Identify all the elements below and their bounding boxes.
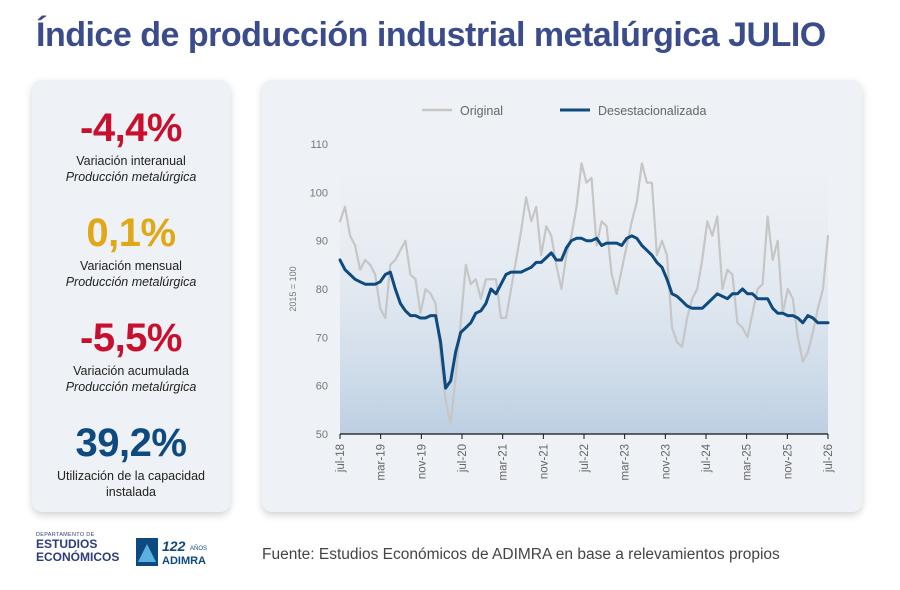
- y-tick-label: 50: [316, 429, 328, 441]
- dept-line2: ECONÓMICOS: [36, 549, 120, 564]
- kpi-label-line1: Variación acumulada: [73, 364, 189, 378]
- y-tick-label: 100: [310, 187, 328, 199]
- adimra-name: ADIMRA: [162, 555, 206, 567]
- x-tick-label: nov-19: [416, 444, 428, 479]
- kpi-panel: -4,4% Variación interanual Producción me…: [32, 80, 230, 512]
- series-line-original: [338, 162, 830, 426]
- x-tick-label: mar-19: [376, 444, 388, 480]
- x-tick-label: jul-26: [823, 444, 835, 473]
- x-tick-label: mar-25: [742, 444, 754, 480]
- kpi-label: Utilización de la capacidad instalada: [32, 469, 230, 500]
- kpi-label-line2: Producción metalúrgica: [65, 169, 197, 184]
- kpi-monthly: 0,1% Variación mensual Producción metalú…: [32, 213, 230, 290]
- x-tick-label: mar-21: [498, 444, 510, 480]
- x-tick-label: nov-25: [782, 444, 794, 479]
- y-tick-label: 110: [310, 139, 328, 151]
- x-tick-label: jul-24: [701, 443, 713, 473]
- legend-label: Original: [460, 104, 503, 118]
- legend: Original Desestacionalizada: [422, 104, 706, 118]
- x-tick-label: nov-23: [660, 444, 672, 479]
- source-note: Fuente: Estudios Económicos de ADIMRA en…: [262, 546, 780, 563]
- y-tick-label: 80: [316, 284, 328, 296]
- adimra-anos: AÑOS: [190, 545, 207, 552]
- kpi-label: Variación acumulada Producción metalúrgi…: [32, 364, 230, 395]
- kpi-value: -4,4%: [80, 106, 183, 150]
- plot-area-fill: [340, 144, 828, 434]
- kpi-label: Variación interanual Producción metalúrg…: [32, 154, 230, 185]
- kpi-value: 39,2%: [75, 421, 187, 465]
- y-tick-label: 60: [316, 381, 328, 393]
- adimra-logo: 122 AÑOS ADIMRA: [136, 538, 207, 567]
- kpi-label-line1: Variación interanual: [76, 154, 186, 168]
- estudios-economicos-logo: DEPARTAMENTO DE ESTUDIOS ECONÓMICOS: [36, 532, 119, 563]
- kpi-label-line1: Utilización de la capacidad instalada: [56, 469, 205, 499]
- kpi-label-line2: Producción metalúrgica: [65, 379, 197, 394]
- kpi-label: Variación mensual Producción metalúrgica: [32, 259, 230, 290]
- kpi-label-line1: Variación mensual: [80, 259, 182, 273]
- x-tick-label: jul-22: [579, 444, 591, 473]
- x-tick-label: jul-18: [335, 444, 347, 473]
- kpi-value: -5,5%: [80, 316, 183, 360]
- line-chart: 50 60 70 80 90 100 110 jul-18 mar-19 nov-19 jul-2…: [288, 104, 835, 480]
- series-lines: [338, 162, 830, 426]
- kpi-accumulated: -5,5% Variación acumulada Producción met…: [32, 318, 230, 395]
- kpi-interannual: -4,4% Variación interanual Producción me…: [32, 108, 230, 185]
- x-tick-label: mar-23: [620, 444, 632, 480]
- adimra-years: 122: [162, 538, 186, 554]
- series-line-desestacionalizada: [338, 234, 830, 390]
- legend-label: Desestacionalizada: [598, 104, 706, 118]
- adimra-logo-mark-triangle: [138, 544, 156, 562]
- kpi-value: 0,1%: [86, 211, 176, 255]
- y-axis-label: 2015 = 100: [288, 266, 298, 311]
- y-tick-label: 90: [316, 236, 328, 248]
- kpi-label-line2: Producción metalúrgica: [65, 274, 197, 289]
- y-axis: 50 60 70 80 90 100 110: [310, 139, 328, 441]
- x-axis: jul-18 mar-19 nov-19 jul-20 mar-21 nov-21 jul-…: [335, 433, 835, 480]
- page-title: Índice de producción industrial metalúrg…: [36, 16, 826, 54]
- x-tick-label: jul-20: [457, 444, 469, 473]
- dept-small-text: DEPARTAMENTO DE: [36, 532, 95, 538]
- dept-line1: ESTUDIOS: [36, 537, 98, 551]
- chart-panel: 50 60 70 80 90 100 110 jul-18 mar-19 nov-19 jul-2…: [262, 80, 862, 512]
- kpi-capacity: 39,2% Utilización de la capacidad instal…: [32, 423, 230, 500]
- y-tick-label: 70: [316, 332, 328, 344]
- x-tick-label: nov-21: [538, 444, 550, 479]
